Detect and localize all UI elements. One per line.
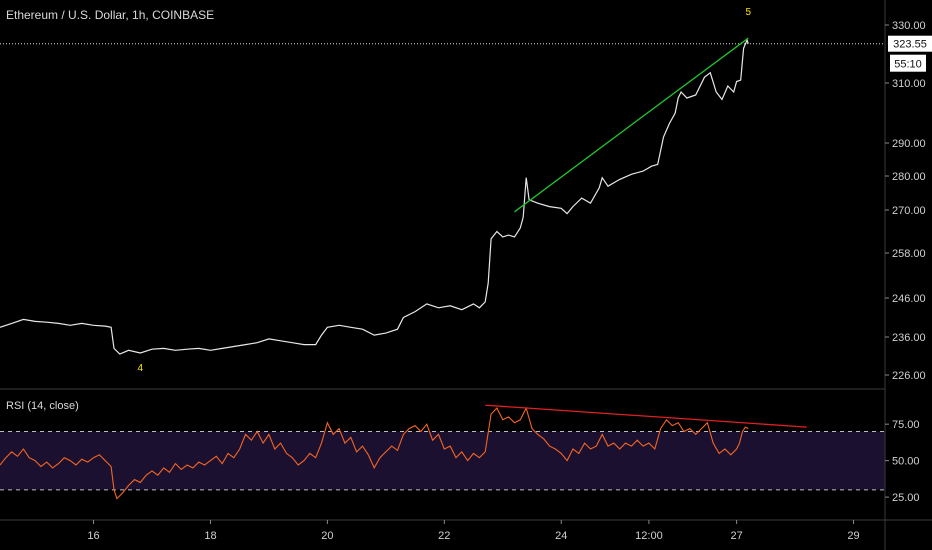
wave-label: 4 (138, 363, 144, 374)
price-axis-label: 246.00 (892, 293, 926, 305)
rsi-axis: 75.00 50.00 25.00 (885, 419, 920, 504)
price-axis-label: 270.00 (892, 205, 926, 217)
time-axis-label: 24 (555, 530, 567, 542)
rsi-axis-label: 75.00 (892, 419, 920, 431)
time-axis-label: 29 (847, 530, 859, 542)
price-pane: 45 (0, 7, 752, 374)
price-axis-label: 310.00 (892, 78, 926, 90)
rsi-axis-label: 25.00 (892, 492, 920, 504)
countdown-badge: 55:10 (890, 54, 926, 72)
time-axis-label: 12:00 (635, 530, 663, 542)
rsi-pane (0, 404, 807, 500)
time-axis-label: 16 (87, 530, 99, 542)
price-series-line (0, 38, 749, 355)
price-axis-label: 330.00 (892, 20, 926, 32)
rsi-band (0, 431, 885, 490)
countdown-value: 55:10 (894, 59, 922, 71)
price-axis-label: 226.00 (892, 370, 926, 382)
time-axis-label: 18 (204, 530, 216, 542)
price-axis-label: 236.00 (892, 332, 926, 344)
symbol-title: Ethereum / U.S. Dollar, 1h, COINBASE (6, 8, 215, 22)
price-trendline[interactable] (514, 37, 749, 213)
rsi-trendline[interactable] (485, 404, 807, 428)
time-axis[interactable]: 16 18 20 22 24 12:00 27 29 (87, 520, 860, 542)
rsi-series-line (0, 406, 749, 500)
last-price-value: 323.55 (893, 39, 927, 51)
price-axis-label: 290.00 (892, 138, 926, 150)
rsi-axis-label: 50.00 (892, 456, 920, 468)
time-axis-label: 22 (438, 530, 450, 542)
price-axis: 330.00 310.00 290.00 280.00 270.00 258.00 246.… (885, 20, 926, 382)
wave-label: 5 (746, 7, 752, 18)
rsi-title: RSI (14, close) (6, 400, 79, 412)
last-price-badge: 323.55 (888, 35, 932, 52)
price-axis-label: 280.00 (892, 171, 926, 183)
time-axis-label: 27 (730, 530, 742, 542)
time-axis-label: 20 (321, 530, 333, 542)
price-axis-label: 258.00 (892, 248, 926, 260)
